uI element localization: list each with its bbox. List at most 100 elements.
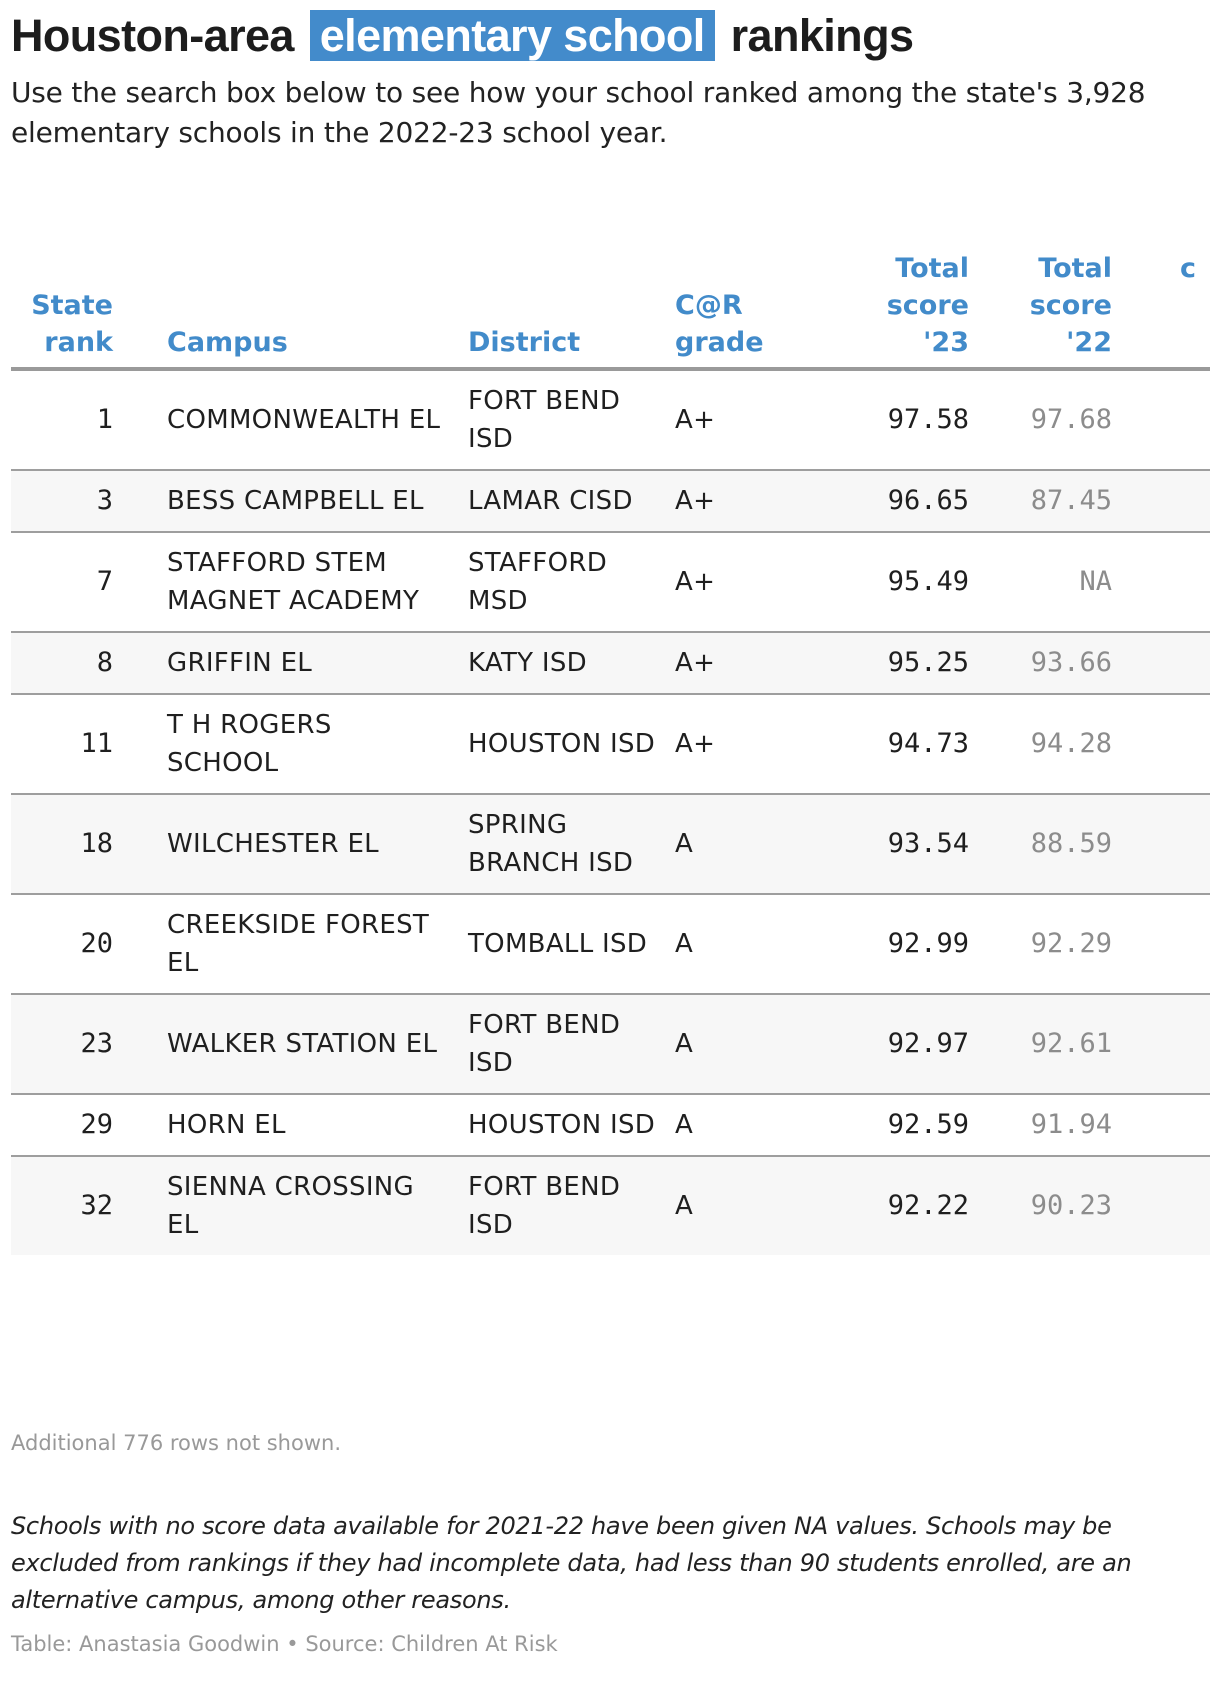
- cell-score-23: 92.97: [781, 994, 969, 1095]
- column-header-score-22[interactable]: Total score '22: [969, 250, 1112, 371]
- cell-score-23: 96.65: [781, 470, 969, 533]
- cell-grade: A: [675, 994, 781, 1095]
- cell-truncated: [1112, 470, 1210, 533]
- column-header-state-rank[interactable]: State rank: [11, 250, 113, 371]
- rankings-table-container[interactable]: State rank Campus District C@R grade Tot…: [11, 250, 1210, 1255]
- cell-grade: A: [675, 1156, 781, 1255]
- cell-spacer: [113, 470, 167, 533]
- cell-spacer: [113, 369, 167, 471]
- cell-state-rank: 3: [11, 470, 113, 533]
- cell-campus: HORN EL: [167, 1094, 468, 1157]
- cell-score-22: 92.61: [969, 994, 1112, 1095]
- page-title: Houston-area elementary school rankings: [11, 6, 914, 66]
- cell-district: FORT BEND ISD: [468, 994, 675, 1095]
- cell-state-rank: 18: [11, 794, 113, 895]
- cell-truncated: [1112, 1156, 1210, 1255]
- cell-score-23: 97.58: [781, 369, 969, 471]
- cell-district: TOMBALL ISD: [468, 894, 675, 995]
- column-spacer: [113, 250, 167, 371]
- cell-district: FORT BEND ISD: [468, 369, 675, 471]
- cell-campus: GRIFFIN EL: [167, 632, 468, 695]
- column-header-grade[interactable]: C@R grade: [675, 250, 781, 371]
- cell-spacer: [113, 1094, 167, 1157]
- cell-score-23: 92.99: [781, 894, 969, 995]
- table-row: 32 SIENNA CROSSING EL FORT BEND ISD A 92.22 9…: [11, 1156, 1210, 1255]
- cell-truncated: [1112, 894, 1210, 995]
- cell-grade: A+: [675, 369, 781, 471]
- table-row: 8 GRIFFIN EL KATY ISD A+ 95.25 93.66: [11, 632, 1210, 695]
- subtitle: Use the search box below to see how your…: [11, 76, 1146, 149]
- cell-spacer: [113, 532, 167, 633]
- cell-truncated: [1112, 794, 1210, 895]
- cell-truncated: [1112, 1094, 1210, 1157]
- cell-state-rank: 1: [11, 369, 113, 471]
- cell-spacer: [113, 1156, 167, 1255]
- cell-score-23: 95.25: [781, 632, 969, 695]
- cell-spacer: [113, 994, 167, 1095]
- column-header-campus[interactable]: Campus: [167, 250, 468, 371]
- cell-score-22: 92.29: [969, 894, 1112, 995]
- cell-score-22: 97.68: [969, 369, 1112, 471]
- table-row: 20 CREEKSIDE FOREST EL TOMBALL ISD A 92.99 92…: [11, 894, 1210, 995]
- cell-truncated: [1112, 994, 1210, 1095]
- table-row: 11 T H ROGERS SCHOOL HOUSTON ISD A+ 94.73 94.…: [11, 694, 1210, 795]
- cell-score-22: NA: [969, 532, 1112, 633]
- cell-district: KATY ISD: [468, 632, 675, 695]
- cell-state-rank: 8: [11, 632, 113, 695]
- cell-state-rank: 32: [11, 1156, 113, 1255]
- cell-score-23: 93.54: [781, 794, 969, 895]
- cell-campus: WILCHESTER EL: [167, 794, 468, 895]
- cell-truncated: [1112, 369, 1210, 471]
- title-suffix: rankings: [730, 10, 914, 61]
- cell-spacer: [113, 894, 167, 995]
- table-row: 3 BESS CAMPBELL EL LAMAR CISD A+ 96.65 87.45: [11, 470, 1210, 533]
- table-body: 1 COMMONWEALTH EL FORT BEND ISD A+ 97.58 97.6…: [11, 369, 1210, 1255]
- cell-grade: A+: [675, 532, 781, 633]
- cell-score-22: 87.45: [969, 470, 1112, 533]
- cell-campus: STAFFORD STEM MAGNET ACADEMY: [167, 532, 468, 633]
- cell-truncated: [1112, 632, 1210, 695]
- cell-grade: A: [675, 1094, 781, 1157]
- cell-district: FORT BEND ISD: [468, 1156, 675, 1255]
- cell-campus: T H ROGERS SCHOOL: [167, 694, 468, 795]
- column-header-truncated[interactable]: c: [1112, 250, 1210, 371]
- cell-campus: BESS CAMPBELL EL: [167, 470, 468, 533]
- table-row: 29 HORN EL HOUSTON ISD A 92.59 91.94: [11, 1094, 1210, 1157]
- table-row: 23 WALKER STATION EL FORT BEND ISD A 92.97 92…: [11, 994, 1210, 1095]
- source-credit: Table: Anastasia Goodwin • Source: Child…: [11, 1632, 558, 1656]
- cell-district: LAMAR CISD: [468, 470, 675, 533]
- methodology-note: Schools with no score data available for…: [11, 1512, 1132, 1614]
- cell-spacer: [113, 694, 167, 795]
- table-header-row: State rank Campus District C@R grade Tot…: [11, 250, 1210, 371]
- column-header-score-23[interactable]: Total score '23: [781, 250, 969, 371]
- cell-state-rank: 20: [11, 894, 113, 995]
- cell-campus: WALKER STATION EL: [167, 994, 468, 1095]
- cell-score-23: 95.49: [781, 532, 969, 633]
- cell-state-rank: 7: [11, 532, 113, 633]
- rankings-table: State rank Campus District C@R grade Tot…: [11, 250, 1210, 1255]
- cell-campus: COMMONWEALTH EL: [167, 369, 468, 471]
- cell-score-22: 93.66: [969, 632, 1112, 695]
- table-row: 7 STAFFORD STEM MAGNET ACADEMY STAFFORD MS…: [11, 532, 1210, 633]
- cell-truncated: [1112, 694, 1210, 795]
- cell-score-22: 90.23: [969, 1156, 1112, 1255]
- cell-district: SPRING BRANCH ISD: [468, 794, 675, 895]
- cell-grade: A: [675, 894, 781, 995]
- table-row: 1 COMMONWEALTH EL FORT BEND ISD A+ 97.58 97.6…: [11, 369, 1210, 471]
- cell-state-rank: 23: [11, 994, 113, 1095]
- more-rows-note: Additional 776 rows not shown.: [11, 1431, 341, 1455]
- cell-score-23: 92.22: [781, 1156, 969, 1255]
- title-prefix: Houston-area: [11, 10, 294, 61]
- column-header-district[interactable]: District: [468, 250, 675, 371]
- cell-grade: A+: [675, 632, 781, 695]
- cell-district: HOUSTON ISD: [468, 694, 675, 795]
- cell-score-23: 94.73: [781, 694, 969, 795]
- cell-state-rank: 11: [11, 694, 113, 795]
- table-notes: Additional 776 rows not shown. Schools w…: [11, 1428, 1210, 1659]
- cell-district: HOUSTON ISD: [468, 1094, 675, 1157]
- cell-grade: A+: [675, 694, 781, 795]
- cell-campus: SIENNA CROSSING EL: [167, 1156, 468, 1255]
- cell-district: STAFFORD MSD: [468, 532, 675, 633]
- cell-grade: A+: [675, 470, 781, 533]
- cell-spacer: [113, 794, 167, 895]
